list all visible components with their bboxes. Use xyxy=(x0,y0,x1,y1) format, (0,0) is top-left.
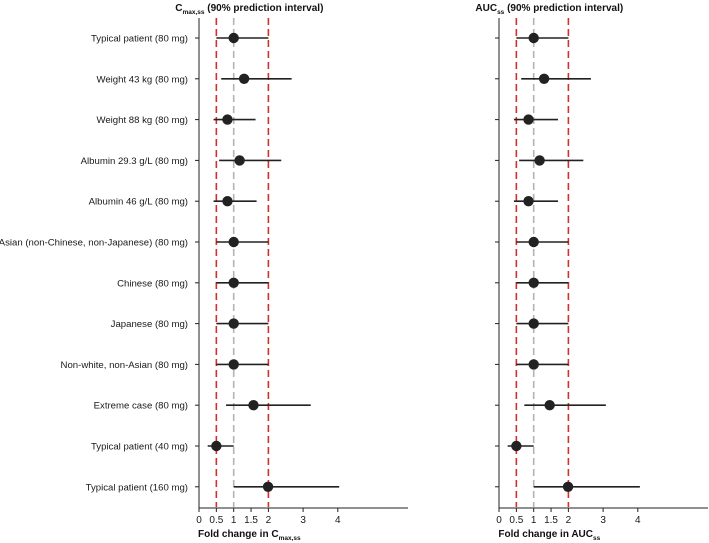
point-estimate xyxy=(262,481,274,492)
row-label: Typical patient (160 mg) xyxy=(86,482,188,493)
point-estimate xyxy=(228,318,239,329)
point-estimate xyxy=(228,32,239,44)
row-label: Extreme case (80 mg) xyxy=(94,401,188,412)
row-label: Chinese (80 mg) xyxy=(117,278,188,289)
x-tick-label: 0.5 xyxy=(509,515,523,526)
row-label: Asian (non-Chinese, non-Japanese) (80 mg… xyxy=(0,238,188,249)
point-estimate xyxy=(222,114,233,125)
point-estimate xyxy=(523,196,534,207)
point-estimate xyxy=(528,277,539,288)
x-tick-label: 1.5 xyxy=(544,515,558,526)
panel-title: Cmax,ss (90% prediction interval) xyxy=(175,3,323,16)
point-estimate xyxy=(234,155,245,166)
point-estimate xyxy=(528,236,539,248)
point-estimate xyxy=(222,196,233,207)
x-axis-label: Fold change in Cmax,ss xyxy=(198,529,301,542)
point-estimate xyxy=(544,400,555,411)
x-tick-label: 4 xyxy=(335,515,341,526)
point-estimate xyxy=(238,73,250,85)
point-estimate xyxy=(528,32,539,44)
panel-title: AUCss (90% prediction interval) xyxy=(475,3,623,16)
point-estimate xyxy=(538,73,550,85)
row-label: Weight 43 kg (80 mg) xyxy=(96,74,188,85)
panel-auc: 0 0.5 1 1.5 2 3 4 AUCss (90% prediction interva… xyxy=(475,3,708,542)
row-label: Typical patient (40 mg) xyxy=(91,442,188,453)
x-tick-label: 0 xyxy=(196,515,202,526)
x-tick-label: 0.5 xyxy=(209,515,223,526)
row-label: Typical patient (80 mg) xyxy=(91,34,188,45)
x-tick-label: 3 xyxy=(300,515,306,526)
point-estimate xyxy=(228,236,239,248)
x-tick-label: 2 xyxy=(266,515,272,526)
row-label: Weight 88 kg (80 mg) xyxy=(96,115,188,126)
point-estimate xyxy=(523,114,534,125)
x-tick-label: 0 xyxy=(496,515,502,526)
panel-cmax: 0 0.5 1 1.5 2 3 4 Cmax,ss (90% prediction inter… xyxy=(175,3,408,542)
point-estimate xyxy=(248,400,259,411)
row-label: Albumin 46 g/L (80 mg) xyxy=(89,197,188,208)
point-estimate xyxy=(528,359,539,370)
point-estimate xyxy=(528,318,539,329)
x-tick-label: 1.5 xyxy=(244,515,258,526)
x-tick-label: 3 xyxy=(600,515,606,526)
point-estimate xyxy=(562,481,574,492)
row-label: Albumin 29.3 g/L (80 mg) xyxy=(81,156,188,167)
point-estimate xyxy=(211,440,222,452)
point-estimate xyxy=(228,277,239,288)
row-label: Non-white, non-Asian (80 mg) xyxy=(61,360,188,371)
x-tick-label: 1 xyxy=(531,515,537,526)
row-label: Japanese (80 mg) xyxy=(111,319,188,330)
x-tick-label: 2 xyxy=(566,515,572,526)
point-estimate xyxy=(511,440,522,452)
x-axis-label: Fold change in AUCss xyxy=(498,529,600,542)
x-tick-label: 4 xyxy=(635,515,641,526)
row-labels: Typical patient (80 mg) Weight 43 kg (80 … xyxy=(0,34,188,494)
point-estimate xyxy=(534,155,545,166)
point-estimate xyxy=(228,359,239,370)
x-tick-label: 1 xyxy=(231,515,237,526)
